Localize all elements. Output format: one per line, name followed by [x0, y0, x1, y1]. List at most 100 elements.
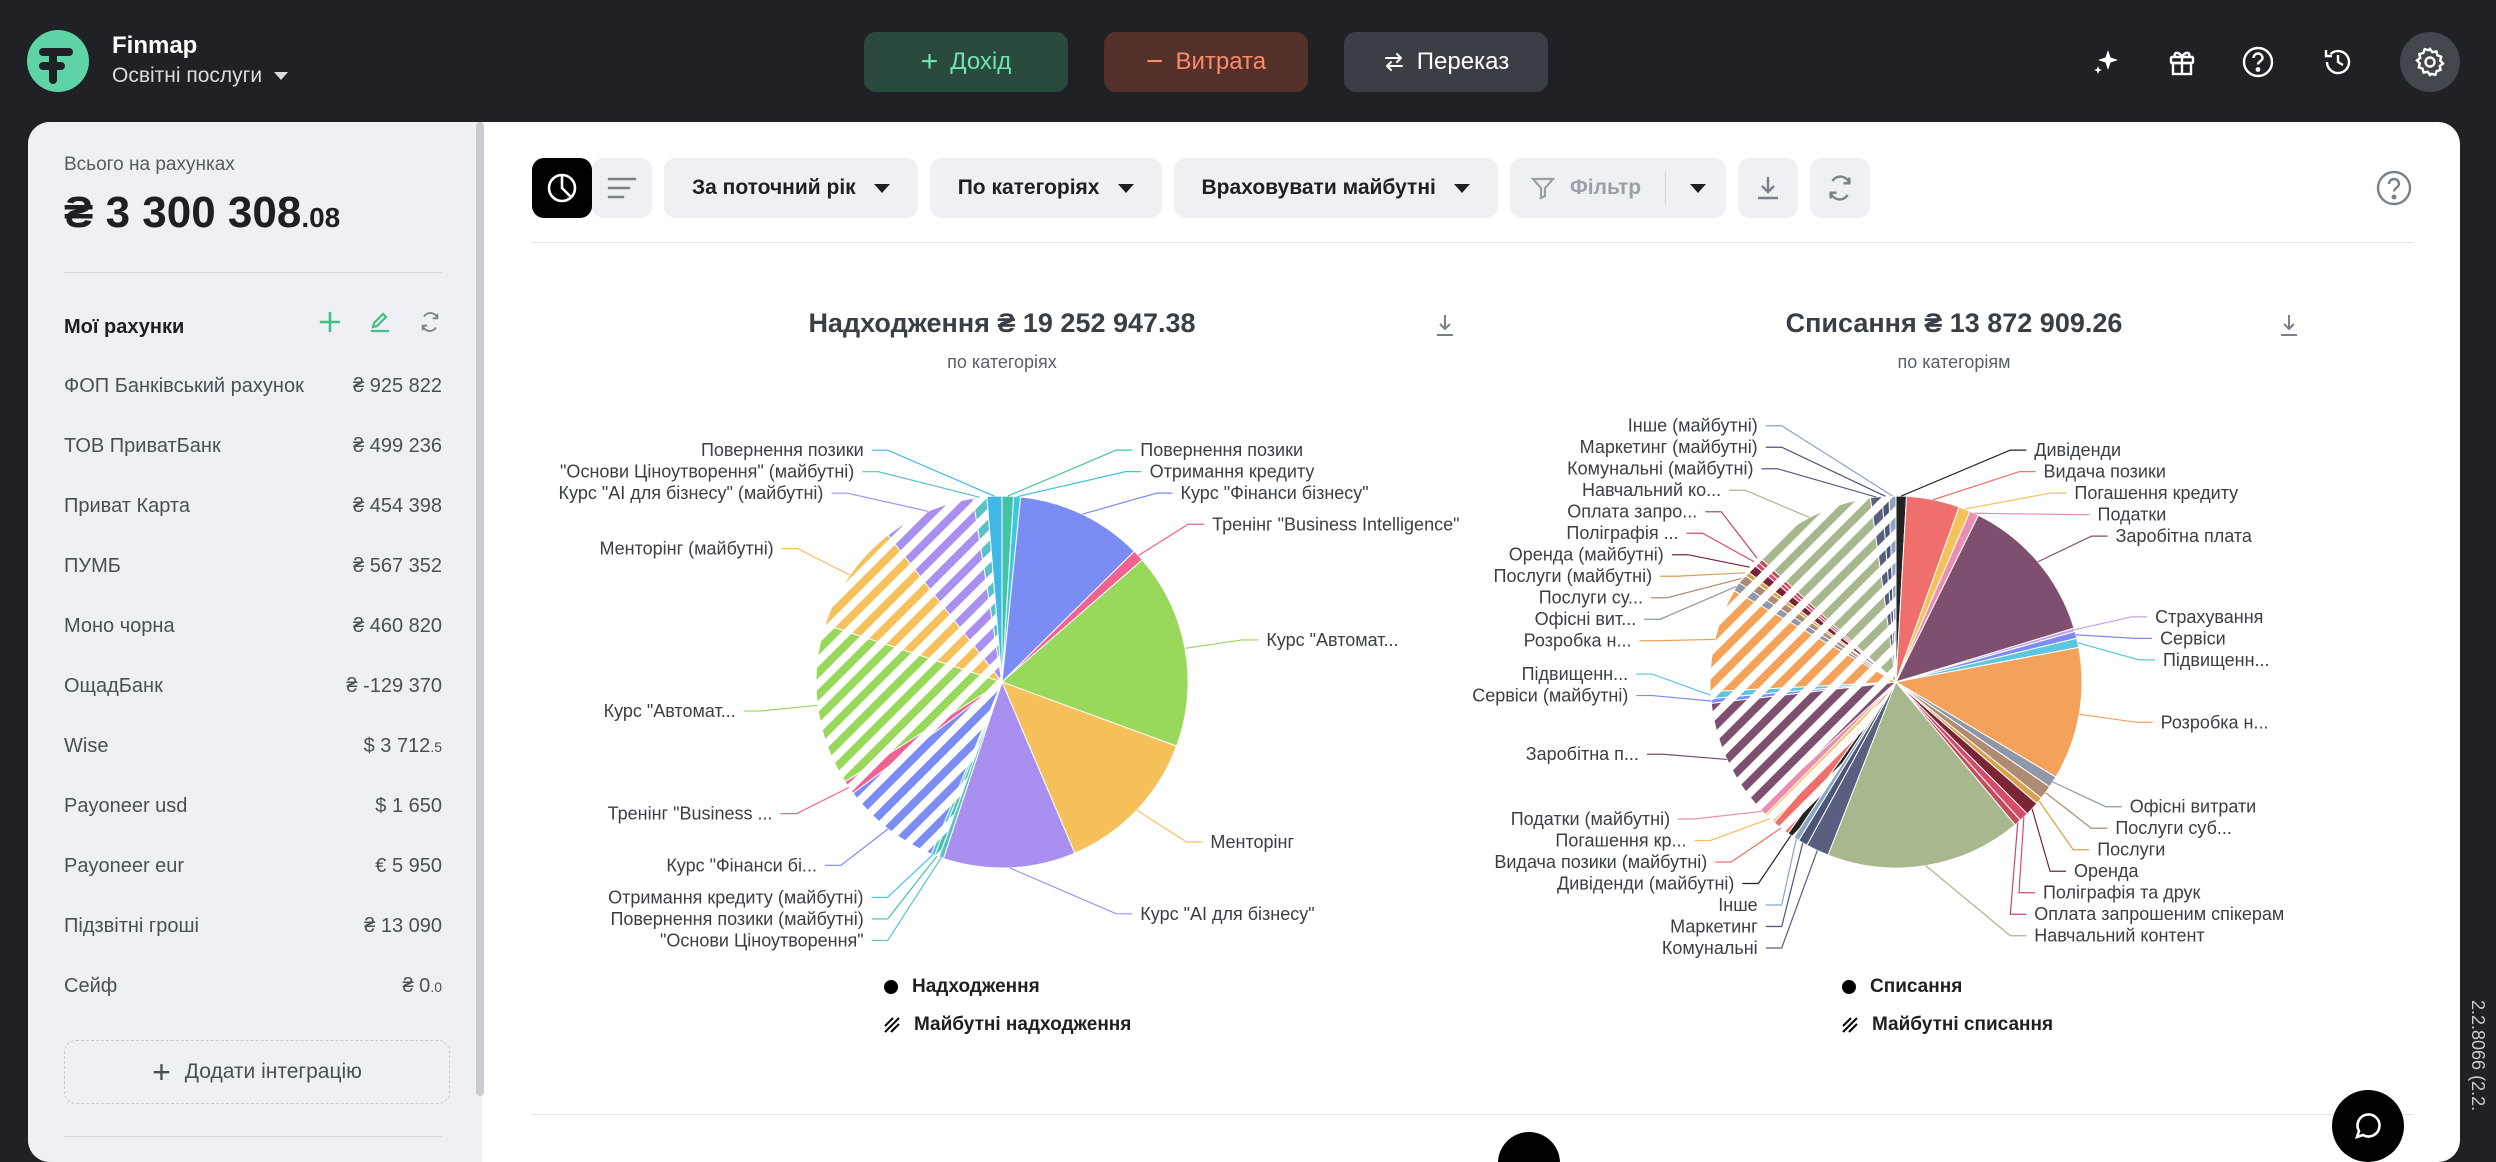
- sidebar-scrollbar[interactable]: [476, 122, 484, 1096]
- account-name: ПУМБ: [64, 554, 121, 577]
- pie-slice[interactable]: [1001, 559, 1189, 747]
- legend-label: Майбутні списання: [1872, 1014, 2054, 1035]
- account-row[interactable]: Моно чорна ₴ 460 820: [64, 606, 442, 646]
- download-icon[interactable]: [1430, 310, 1460, 340]
- pie-slice[interactable]: [815, 623, 1004, 783]
- slice-label: Підвищенн...: [2163, 650, 2270, 670]
- grouping-dropdown[interactable]: По категоріях: [929, 158, 1162, 218]
- account-row[interactable]: Підзвітні гроші ₴ 13 090: [64, 906, 442, 946]
- hatch-icon: [1842, 1017, 1858, 1033]
- add-account-icon[interactable]: [316, 308, 344, 336]
- list-view-button[interactable]: [592, 158, 652, 218]
- refresh-report-button[interactable]: [1810, 158, 1871, 218]
- pie-slice[interactable]: [1758, 497, 1897, 684]
- account-name: ОщадБанк: [64, 674, 163, 697]
- account-row[interactable]: ФОП Банківський рахунок ₴ 925 822: [64, 366, 442, 406]
- income-chart-title: Надходження ₴ 19 252 947.38: [808, 308, 1196, 338]
- legend-item-future-expense[interactable]: Майбутні списання: [1842, 1014, 2053, 1036]
- chevron-down-icon: [274, 72, 289, 80]
- label-leader-line: [1765, 842, 1804, 928]
- add-income-label: Дохід: [950, 48, 1012, 75]
- refresh-accounts-icon[interactable]: [416, 308, 444, 336]
- company-selector[interactable]: Освітні послуги: [112, 64, 289, 88]
- add-expense-button[interactable]: − Витрата: [1104, 32, 1308, 92]
- pie-slice[interactable]: [852, 680, 1004, 855]
- download-icon[interactable]: [2274, 310, 2304, 340]
- label-leader-line: [2052, 781, 2122, 808]
- account-row[interactable]: ПУМБ ₴ 567 352: [64, 546, 442, 586]
- legend-dot-icon: [1842, 980, 1856, 994]
- add-integration-button[interactable]: + Додати інтеграцію: [64, 1040, 450, 1104]
- pie-slice[interactable]: [887, 497, 1003, 683]
- label-leader-line: [2009, 822, 2027, 915]
- pie-slice[interactable]: [1894, 646, 2083, 778]
- accounts-sidebar: Всього на рахунках ₴ 3 300 308.08 Мої ра…: [28, 122, 482, 1162]
- slice-label: Послуги (майбутні): [1494, 566, 1653, 586]
- help-icon[interactable]: [2374, 168, 2414, 208]
- slice-label: Курс "Фінанси бізнесу": [1180, 483, 1368, 503]
- slice-label: Заробітна п...: [1526, 744, 1639, 764]
- pie-slice[interactable]: [1709, 589, 1898, 693]
- account-row[interactable]: Payoneer eur € 5 950: [64, 846, 442, 886]
- period-dropdown[interactable]: За поточний рік: [664, 158, 918, 218]
- pie-slice[interactable]: [1710, 681, 1898, 809]
- slice-label: Маркетинг (майбутні): [1580, 437, 1758, 457]
- legend-label: Списання: [1870, 976, 1963, 997]
- settings-button[interactable]: [2400, 32, 2460, 92]
- label-leader-line: [2077, 642, 2155, 661]
- account-row[interactable]: ОщадБанк ₴ -129 370: [64, 666, 442, 706]
- label-leader-line: [1138, 523, 1205, 557]
- slice-label: Дивіденди: [2034, 440, 2121, 460]
- plus-icon: +: [152, 1054, 171, 1090]
- refresh-icon: [1829, 175, 1851, 201]
- period-label: За поточний рік: [692, 176, 856, 199]
- download-report-button[interactable]: [1738, 158, 1799, 218]
- account-balance: $ 3 712.5: [363, 734, 442, 757]
- help-icon[interactable]: [2234, 38, 2282, 86]
- label-leader-line: [1639, 638, 1715, 642]
- account-row[interactable]: Wise $ 3 712.5: [64, 726, 442, 766]
- add-income-button[interactable]: + Дохід: [864, 32, 1068, 92]
- label-leader-line: [1765, 446, 1886, 497]
- add-transfer-label: Переказ: [1416, 48, 1510, 75]
- finmap-logo[interactable]: [27, 30, 89, 92]
- account-row[interactable]: Приват Карта ₴ 454 398: [64, 486, 442, 526]
- slice-label: Офісні вит...: [1535, 609, 1637, 629]
- future-dropdown[interactable]: Враховувати майбутні: [1173, 158, 1498, 218]
- label-leader-line: [1646, 753, 1727, 761]
- pie-slice[interactable]: [824, 534, 1004, 683]
- label-leader-line: [781, 547, 851, 576]
- legend-item-expense[interactable]: Списання: [1842, 976, 1962, 998]
- legend-item-future-income[interactable]: Майбутні надходження: [884, 1014, 1131, 1036]
- slice-label: Повернення позики (майбутні): [610, 909, 863, 929]
- pie-view-button[interactable]: [532, 158, 592, 218]
- history-icon[interactable]: [2314, 38, 2362, 86]
- label-leader-line: [1765, 850, 1818, 949]
- account-row[interactable]: ТОВ ПриватБанк ₴ 499 236: [64, 426, 442, 466]
- chat-button[interactable]: [2332, 1090, 2404, 1162]
- slice-label: Оренда (майбутні): [1509, 545, 1664, 565]
- account-row[interactable]: Payoneer usd $ 1 650: [64, 786, 442, 826]
- label-leader-line: [2074, 616, 2148, 631]
- slice-label: Послуги: [2097, 840, 2165, 860]
- edit-accounts-icon[interactable]: [366, 308, 394, 336]
- legend-item-income[interactable]: Надходження: [884, 976, 1040, 998]
- slice-label: Курс "AI для бізнесу": [1140, 904, 1314, 924]
- account-row[interactable]: Сейф ₴ 0.0: [64, 966, 442, 1006]
- slice-label: Послуги су...: [1539, 588, 1643, 608]
- pie-slice[interactable]: [1001, 681, 1178, 854]
- label-leader-line: [2075, 634, 2153, 639]
- label-leader-line: [1678, 810, 1763, 820]
- slice-label: Поліграфія ...: [1566, 523, 1678, 543]
- label-leader-line: [2038, 800, 2090, 851]
- slice-label: Курс "Фінанси бі...: [666, 855, 817, 875]
- chevron-down-icon[interactable]: [1690, 183, 1707, 193]
- filter-button[interactable]: Фільтр: [1509, 158, 1727, 218]
- add-transfer-button[interactable]: Переказ: [1344, 32, 1548, 92]
- label-leader-line: [1007, 449, 1133, 497]
- gift-icon[interactable]: [2158, 38, 2206, 86]
- slice-label: Офісні витрати: [2130, 797, 2257, 817]
- slice-label: Поліграфія та друк: [2043, 883, 2201, 903]
- sparkle-icon[interactable]: [2082, 38, 2130, 86]
- brand-name: Finmap: [112, 32, 198, 59]
